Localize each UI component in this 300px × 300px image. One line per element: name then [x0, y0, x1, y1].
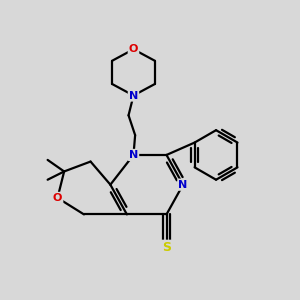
Text: S: S — [162, 241, 171, 254]
Text: N: N — [129, 150, 138, 160]
Text: O: O — [53, 193, 62, 203]
Text: O: O — [129, 44, 138, 54]
Text: N: N — [129, 91, 138, 100]
Text: N: N — [178, 180, 188, 190]
